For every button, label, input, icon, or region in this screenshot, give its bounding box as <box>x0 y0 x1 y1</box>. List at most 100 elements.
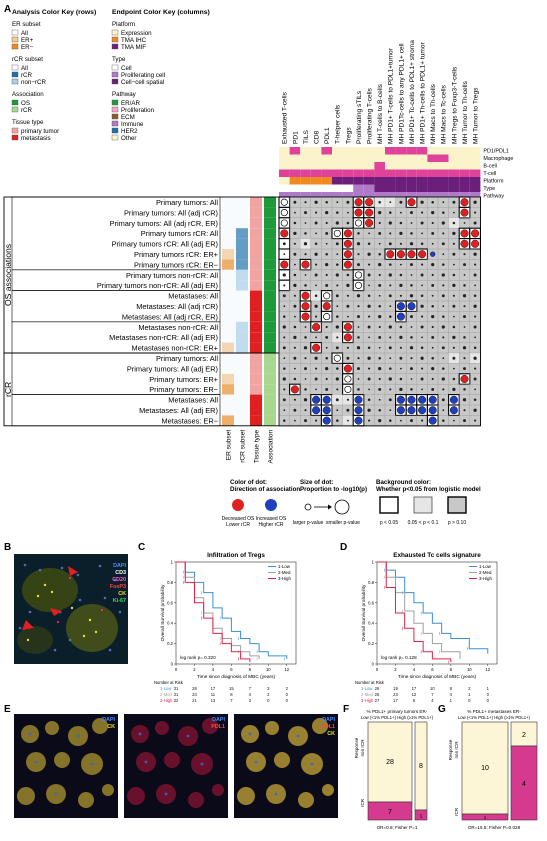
red-dot <box>354 198 363 207</box>
top-track-cell <box>459 192 470 200</box>
column-label: CD8 <box>314 130 321 144</box>
open-dot <box>344 385 352 393</box>
risk-count: 17 <box>412 686 417 691</box>
tissue-cell <box>250 353 262 364</box>
small-dot <box>336 305 339 308</box>
small-dot <box>442 388 445 391</box>
f-count: 7 <box>388 809 392 816</box>
top-track-cell <box>459 184 470 192</box>
column-label: Tregs <box>345 127 352 144</box>
small-dot <box>410 326 413 328</box>
small-dot <box>315 211 318 214</box>
top-track-cell <box>300 177 311 185</box>
bottom-track-label: ER subset <box>225 430 232 461</box>
association-cell <box>264 280 276 291</box>
small-dot <box>346 200 350 204</box>
top-track-cell <box>363 192 375 200</box>
small-dot <box>304 222 307 224</box>
rcr-subset-cell <box>236 207 248 218</box>
small-dot <box>357 367 360 371</box>
grid-border <box>278 196 481 427</box>
small-dot <box>378 262 382 267</box>
bottom-track-label: Tissue type <box>253 429 260 463</box>
small-dot <box>378 242 381 245</box>
top-track-label: T-cell <box>483 171 496 177</box>
small-dot <box>410 367 413 371</box>
blue-dot <box>418 395 427 404</box>
y-tick-label: 0.8 <box>167 580 173 585</box>
km-axes <box>175 561 297 665</box>
small-dot <box>420 200 424 204</box>
legend-color-title: Color of dot: <box>230 479 267 486</box>
bottom-track-label: Association <box>267 429 274 463</box>
er-subset-cell <box>222 384 234 395</box>
rcr-item: non−rCR <box>21 79 46 86</box>
tissue-item: primary tumor <box>21 128 59 135</box>
small-dot <box>368 336 370 339</box>
top-track-cell <box>300 169 311 177</box>
swatch-er-neg <box>11 43 19 50</box>
small-dot <box>431 346 434 349</box>
small-dot <box>452 377 456 381</box>
small-dot <box>346 221 350 225</box>
small-dot <box>336 201 339 204</box>
small-dot <box>293 325 297 329</box>
platform-item: TMA MIF <box>121 44 146 51</box>
f-ylabel-non: non rCR <box>360 739 365 757</box>
small-dot <box>389 315 392 318</box>
small-dot <box>453 419 455 422</box>
blue-dot <box>396 395 405 404</box>
km-curve-3-High <box>377 561 452 662</box>
small-dot <box>357 378 360 380</box>
column-label: MH Macs to Tc-cells <box>441 84 448 144</box>
top-track-cell <box>332 184 343 192</box>
small-dot <box>431 335 435 339</box>
legend-arrow-head <box>328 504 332 510</box>
open-dot <box>354 271 363 279</box>
top-track-cell <box>406 169 417 177</box>
top-track-cell <box>469 154 481 162</box>
tissue-cell <box>250 238 262 249</box>
top-track-cell <box>469 192 481 200</box>
rcr-subset-cell <box>236 238 248 249</box>
small-dot <box>442 419 445 422</box>
association-cell <box>264 394 276 405</box>
red-dot <box>460 239 469 248</box>
small-dot <box>442 263 445 266</box>
small-dot <box>293 335 297 340</box>
er-subset-cell <box>222 207 234 218</box>
small-dot <box>283 305 286 308</box>
small-dot <box>315 336 317 339</box>
tissue-cell <box>250 217 262 229</box>
swatch-cell <box>111 64 119 71</box>
risk-title: Number at Risk <box>154 680 184 685</box>
g-cell-high-non <box>510 721 538 747</box>
top-track-cell <box>385 192 396 200</box>
er-item: All <box>21 30 28 37</box>
column-label: MH PD1+ Th-cells to PDL1+ tumor <box>420 41 427 144</box>
swatch-tma-mif <box>111 43 119 50</box>
row-label: Primary tumors: All <box>156 354 218 363</box>
small-dot <box>473 398 477 402</box>
small-dot <box>357 336 360 339</box>
rcr-subset-cell <box>236 197 248 208</box>
panel-label-g: G <box>438 704 446 715</box>
small-dot <box>431 387 435 391</box>
small-dot <box>420 304 424 308</box>
red-dot <box>407 250 416 259</box>
red-dot <box>386 250 395 259</box>
small-dot <box>389 409 392 412</box>
top-track-cell <box>342 169 354 177</box>
top-track-cell <box>406 177 417 185</box>
small-dot <box>357 326 360 328</box>
tissue-cell <box>250 332 262 343</box>
small-dot <box>325 346 328 349</box>
small-dot <box>431 325 434 329</box>
small-dot <box>452 325 456 329</box>
small-dot <box>442 357 445 360</box>
x-tick-label: 8 <box>249 667 252 672</box>
top-track-cell <box>363 169 375 177</box>
risk-count: 1 <box>487 686 490 691</box>
small-dot <box>463 388 466 391</box>
